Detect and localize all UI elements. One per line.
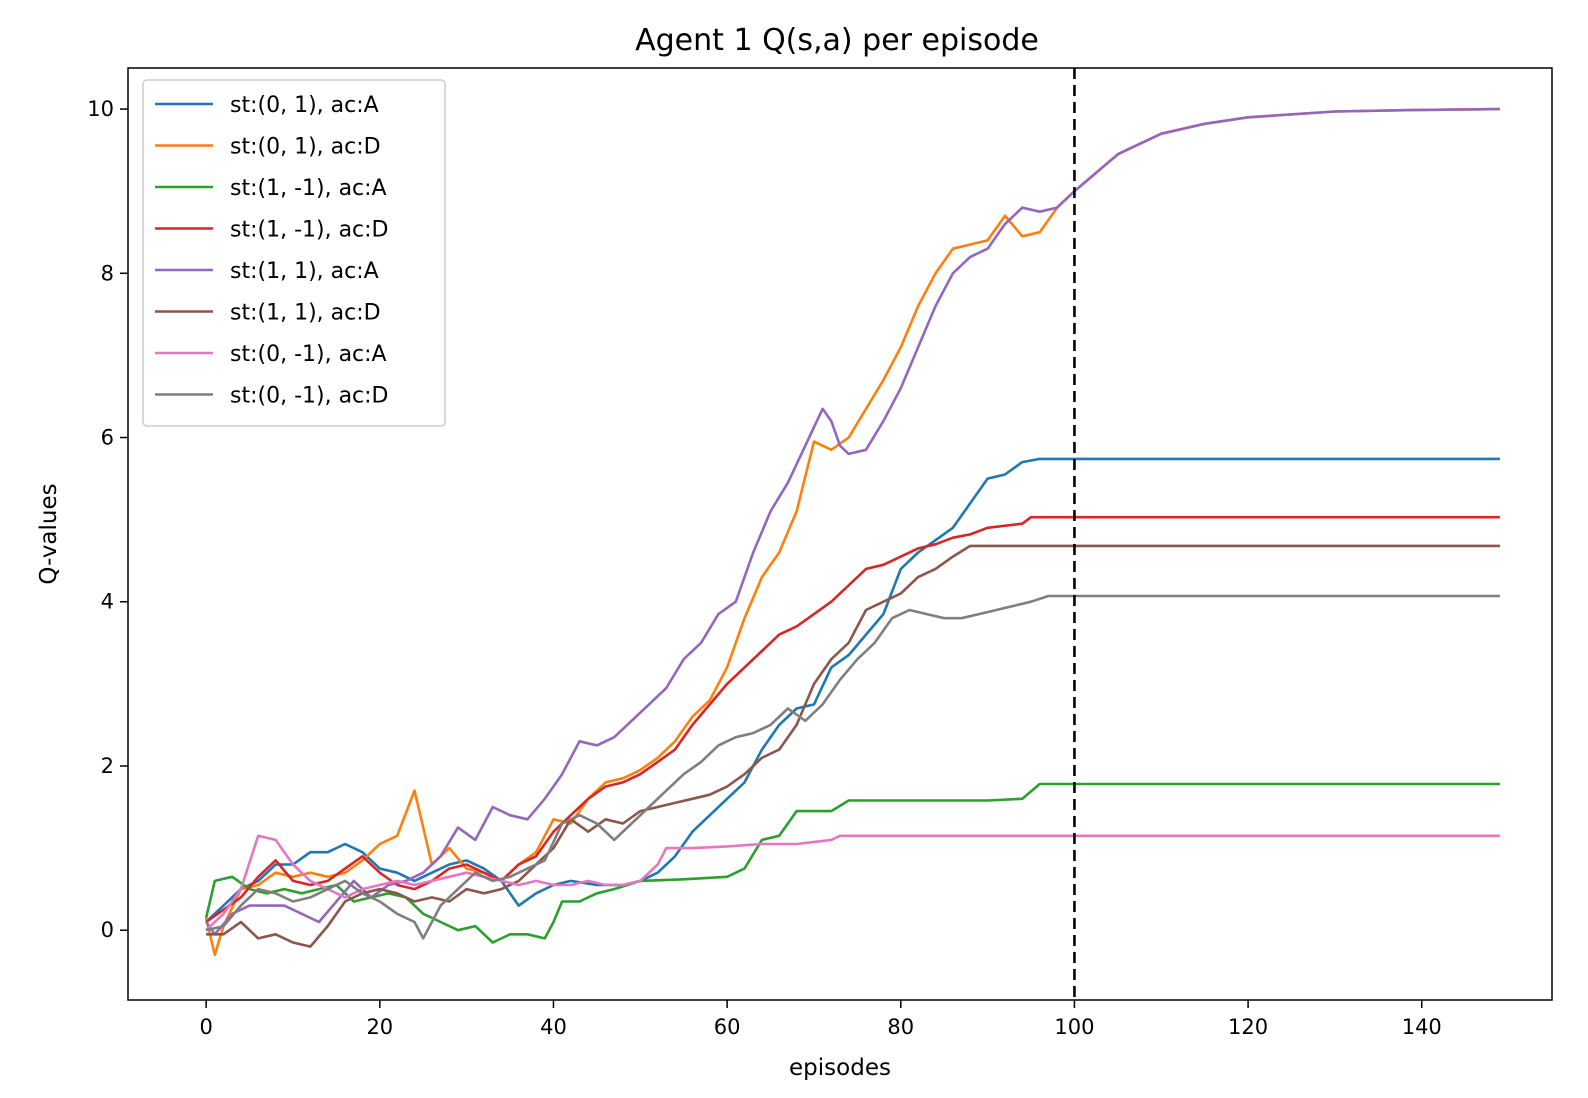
series-line-7 [205,834,1500,932]
x-axis-label: episodes [789,1055,891,1081]
x-tick-label: 120 [1228,1015,1268,1039]
x-tick-label: 40 [540,1015,567,1039]
legend-label: st:(0, -1), ac:D [230,384,389,409]
y-tick-label: 8 [101,261,114,285]
series-line-1 [205,457,1500,923]
series-line-4 [205,515,1500,924]
y-axis: 0 2 4 6 8 10 [87,97,128,942]
x-tick-label: 140 [1402,1015,1442,1039]
legend-box [142,79,446,427]
series-line-3 [204,782,1500,944]
y-tick-label: 0 [101,918,114,942]
x-tick-label: 60 [714,1015,741,1039]
x-axis: 0 20 40 60 80 100 120 140 [199,1000,1442,1039]
legend-label: st:(0, -1), ac:A [230,342,387,367]
axes-frame [127,67,1553,1001]
y-tick-label: 6 [101,426,114,450]
plot-area [204,68,1500,1000]
x-tick-label: 0 [199,1015,212,1039]
chart-title: Agent 1 Q(s,a) per episode [635,23,1039,58]
legend-label: st:(1, -1), ac:A [230,176,387,201]
legend-label: st:(1, 1), ac:D [230,301,381,326]
x-tick-label: 80 [887,1015,914,1039]
legend-label: st:(0, 1), ac:D [230,135,381,160]
legend: st:(0, 1), ac:A st:(0, 1), ac:D st:(1, -1)… [142,79,446,427]
y-tick-label: 2 [101,754,114,778]
x-tick-label: 100 [1054,1015,1094,1039]
legend-label: st:(1, 1), ac:A [230,259,379,284]
series-line-8 [205,594,1500,940]
x-tick-label: 20 [366,1015,393,1039]
legend-label: st:(0, 1), ac:A [230,93,379,118]
series-line-2 [204,107,1500,957]
y-axis-label: Q-values [36,483,62,584]
y-tick-label: 10 [87,97,114,121]
series-line-6 [206,544,1500,948]
legend-label: st:(1, -1), ac:D [230,218,389,243]
y-tick-label: 4 [101,590,114,614]
